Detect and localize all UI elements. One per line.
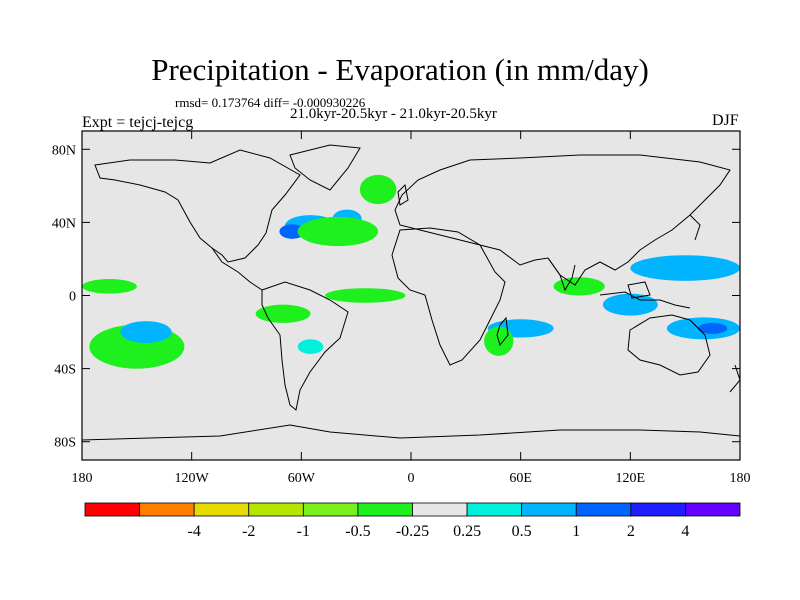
- anomaly-eq-atlantic-negative: [325, 288, 406, 303]
- coast-south-america: [261, 281, 349, 411]
- stats-line: rmsd= 0.173764 diff= -0.000930226: [175, 95, 366, 110]
- lon-tick-label: 180: [72, 471, 93, 486]
- lat-tick-label: 40N: [52, 216, 76, 231]
- colorbar-label: 0.25: [453, 523, 481, 540]
- longitude-axis: 180 120W 60W 0 60E 120E 180: [72, 131, 751, 486]
- season-label: DJF: [712, 112, 739, 129]
- colorbar-swatch: [630, 502, 686, 517]
- anomaly-bay-of-bengal-negative: [553, 277, 605, 296]
- anomaly-east-pacific-negative: [82, 279, 137, 294]
- coast-madagascar: [496, 316, 509, 347]
- experiment-label: Expt = tejcj-tejcg: [82, 114, 194, 131]
- colorbar-swatch: [248, 502, 304, 517]
- colorbar-swatch: [357, 502, 413, 517]
- colorbar-swatch: [139, 502, 195, 517]
- colorbar: -4 -2 -1 -0.5 -0.25 0.25 0.5 1 2 4: [84, 502, 741, 540]
- anomaly-south-america-positive: [297, 339, 324, 354]
- colorbar-swatch: [521, 502, 577, 517]
- lon-tick-label: 0: [408, 471, 415, 486]
- colorbar-label: 1: [572, 523, 580, 540]
- colorbar-swatch: [412, 502, 468, 517]
- coast-north-america: [94, 149, 301, 263]
- colorbar-label: -0.25: [396, 523, 429, 540]
- coast-greenland: [289, 144, 361, 191]
- coast-central-america: [211, 247, 263, 291]
- colorbar-label: 0.5: [512, 523, 532, 540]
- lon-tick-label: 60W: [288, 471, 316, 486]
- colorbar-swatch: [84, 502, 140, 517]
- colorbar-label: -2: [242, 523, 255, 540]
- colorbar-swatch: [302, 502, 359, 517]
- coast-antarctica: [82, 424, 740, 441]
- colorbar-label: -0.5: [345, 523, 370, 540]
- lat-tick-label: 40S: [54, 363, 76, 378]
- plot-subtitle: 21.0kyr-20.5kyr - 21.0kyr-20.5kyr: [290, 106, 497, 122]
- anomaly-west-pacific-positive: [630, 255, 740, 281]
- anomaly-south-west-pacific-strong: [697, 322, 728, 334]
- anomaly-maritime-positive: [602, 293, 658, 316]
- coastlines: [82, 144, 740, 441]
- lon-tick-label: 180: [730, 471, 751, 486]
- anomaly-south-pacific-positive: [120, 321, 172, 344]
- anomaly-north-atlantic-strong: [279, 224, 305, 239]
- colorbar-swatch: [685, 502, 741, 517]
- lat-tick-label: 80S: [54, 436, 76, 451]
- anomaly-south-america-negative: [255, 304, 311, 323]
- coast-uk: [397, 183, 409, 206]
- lat-tick-label: 0: [69, 290, 76, 305]
- anomaly-greenland-sea-negative: [359, 174, 397, 205]
- colorbar-label: 4: [681, 523, 689, 540]
- lon-tick-label: 120E: [616, 471, 646, 486]
- lon-tick-label: 120W: [175, 471, 210, 486]
- lon-tick-label: 60E: [509, 471, 532, 486]
- anomaly-atlantic-negative: [297, 216, 379, 247]
- latitude-axis: 80N 40N 0 40S 80S: [52, 143, 740, 451]
- coast-borneo: [627, 281, 651, 299]
- colorbar-swatch: [466, 502, 523, 517]
- colorbar-label: -4: [188, 523, 201, 540]
- coast-africa: [391, 227, 506, 366]
- plot-title: Precipitation - Evaporation (in mm/day): [151, 52, 649, 87]
- coast-indonesia: [599, 291, 691, 309]
- anomaly-layer: [82, 174, 740, 369]
- coast-japan: [689, 214, 701, 241]
- colorbar-label: -1: [297, 523, 310, 540]
- coast-australia: [627, 314, 711, 376]
- lat-tick-label: 80N: [52, 143, 76, 158]
- coast-new-zealand: [729, 364, 740, 393]
- colorbar-swatch: [575, 502, 632, 517]
- coast-india: [547, 257, 576, 292]
- coast-eurasia: [394, 154, 731, 286]
- colorbar-swatch: [193, 502, 250, 517]
- colorbar-label: 2: [627, 523, 635, 540]
